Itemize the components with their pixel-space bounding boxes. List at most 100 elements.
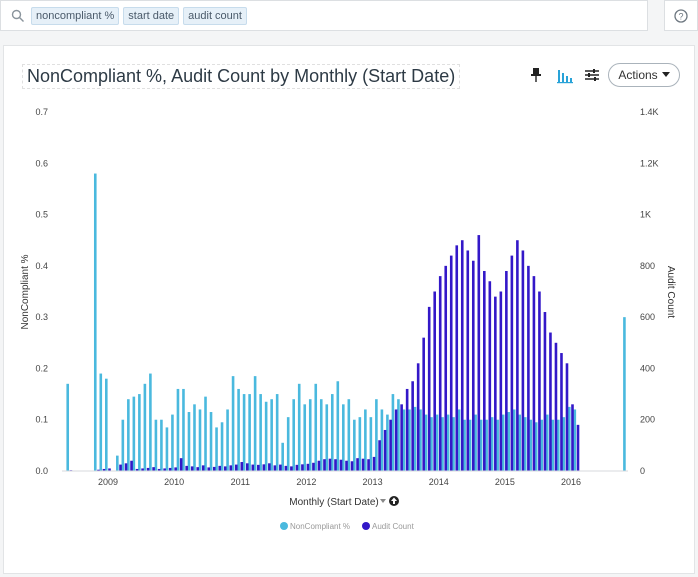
noncompliant-bar[interactable] bbox=[281, 442, 284, 471]
audit-count-bar[interactable] bbox=[494, 296, 497, 471]
audit-count-bar[interactable] bbox=[560, 353, 563, 471]
noncompliant-bar[interactable] bbox=[375, 399, 378, 471]
audit-count-bar[interactable] bbox=[312, 462, 315, 471]
x-axis-title[interactable]: Monthly (Start Date) bbox=[289, 497, 378, 508]
audit-count-bar[interactable] bbox=[240, 462, 244, 471]
noncompliant-bar[interactable] bbox=[275, 394, 279, 471]
audit-count-bar[interactable] bbox=[174, 467, 177, 471]
audit-count-bar[interactable] bbox=[416, 363, 420, 471]
audit-count-bar[interactable] bbox=[301, 464, 304, 471]
audit-count-bar[interactable] bbox=[554, 342, 558, 471]
noncompliant-bar[interactable] bbox=[259, 394, 262, 471]
noncompliant-bar[interactable] bbox=[121, 419, 125, 471]
audit-count-bar[interactable] bbox=[543, 312, 547, 471]
x-axis-dropdown-icon[interactable] bbox=[380, 499, 386, 503]
audit-count-bar[interactable] bbox=[317, 460, 321, 471]
noncompliant-bar[interactable] bbox=[226, 409, 229, 471]
audit-count-bar[interactable] bbox=[185, 465, 188, 471]
audit-count-bar[interactable] bbox=[444, 265, 448, 471]
audit-count-bar[interactable] bbox=[405, 388, 409, 471]
actions-button[interactable]: Actions bbox=[608, 63, 680, 87]
pin-icon[interactable] bbox=[527, 66, 545, 84]
audit-count-bar[interactable] bbox=[471, 260, 475, 471]
audit-count-bar[interactable] bbox=[146, 467, 150, 471]
audit-count-bar[interactable] bbox=[229, 465, 233, 471]
noncompliant-bar[interactable] bbox=[171, 414, 174, 471]
noncompliant-bar[interactable] bbox=[353, 419, 356, 471]
audit-count-bar[interactable] bbox=[449, 255, 453, 471]
settings-sliders-icon[interactable] bbox=[583, 66, 601, 84]
noncompliant-bar[interactable] bbox=[253, 376, 257, 471]
noncompliant-bar[interactable] bbox=[116, 455, 119, 471]
audit-count-bar[interactable] bbox=[367, 459, 370, 471]
audit-count-bar[interactable] bbox=[245, 463, 249, 471]
audit-count-bar[interactable] bbox=[334, 459, 337, 471]
noncompliant-bar[interactable] bbox=[93, 173, 97, 472]
audit-count-bar[interactable] bbox=[521, 250, 525, 471]
noncompliant-bar[interactable] bbox=[342, 404, 345, 471]
audit-count-bar[interactable] bbox=[460, 240, 464, 471]
audit-count-bar[interactable] bbox=[378, 440, 381, 471]
audit-count-bar[interactable] bbox=[223, 466, 227, 471]
audit-count-bar[interactable] bbox=[218, 465, 222, 471]
bar-chart-icon[interactable] bbox=[556, 66, 574, 84]
audit-count-bar[interactable] bbox=[505, 270, 508, 471]
noncompliant-bar[interactable] bbox=[347, 399, 351, 471]
audit-count-bar[interactable] bbox=[372, 456, 376, 471]
noncompliant-bar[interactable] bbox=[512, 409, 516, 471]
noncompliant-bar[interactable] bbox=[523, 417, 527, 471]
audit-count-bar[interactable] bbox=[477, 235, 481, 471]
noncompliant-bar[interactable] bbox=[386, 414, 389, 471]
noncompliant-bar[interactable] bbox=[413, 406, 417, 471]
noncompliant-bar[interactable] bbox=[545, 414, 549, 471]
noncompliant-bar[interactable] bbox=[187, 412, 191, 471]
noncompliant-bar[interactable] bbox=[248, 394, 251, 471]
noncompliant-bar[interactable] bbox=[551, 419, 555, 471]
noncompliant-bar[interactable] bbox=[286, 417, 290, 471]
audit-count-bar[interactable] bbox=[455, 245, 459, 471]
audit-count-bar[interactable] bbox=[516, 240, 519, 471]
audit-count-bar[interactable] bbox=[284, 465, 288, 471]
audit-count-bar[interactable] bbox=[119, 464, 122, 471]
noncompliant-bar[interactable] bbox=[66, 383, 70, 471]
noncompliant-bar[interactable] bbox=[556, 419, 560, 471]
audit-count-bar[interactable] bbox=[168, 467, 172, 471]
noncompliant-bar[interactable] bbox=[540, 419, 544, 471]
noncompliant-bar[interactable] bbox=[160, 419, 163, 471]
audit-count-bar[interactable] bbox=[339, 459, 343, 471]
noncompliant-bar[interactable] bbox=[573, 409, 577, 471]
audit-count-bar[interactable] bbox=[196, 467, 199, 471]
noncompliant-bar[interactable] bbox=[518, 414, 521, 471]
audit-count-bar[interactable] bbox=[97, 469, 100, 471]
audit-count-bar[interactable] bbox=[356, 458, 359, 471]
noncompliant-bar[interactable] bbox=[99, 373, 103, 471]
noncompliant-bar[interactable] bbox=[292, 399, 296, 471]
noncompliant-bar[interactable] bbox=[193, 404, 196, 471]
noncompliant-bar[interactable] bbox=[446, 414, 450, 471]
noncompliant-bar[interactable] bbox=[303, 404, 307, 471]
noncompliant-bar[interactable] bbox=[534, 422, 538, 471]
noncompliant-bar[interactable] bbox=[364, 409, 367, 471]
noncompliant-bar[interactable] bbox=[424, 414, 428, 471]
search-bar[interactable]: noncompliant % start date audit count bbox=[0, 0, 648, 31]
noncompliant-bar[interactable] bbox=[369, 417, 373, 471]
noncompliant-bar[interactable] bbox=[623, 317, 626, 471]
noncompliant-bar[interactable] bbox=[452, 417, 455, 471]
audit-count-bar[interactable] bbox=[394, 409, 398, 471]
noncompliant-bar[interactable] bbox=[143, 383, 147, 471]
audit-count-bar[interactable] bbox=[510, 255, 514, 471]
noncompliant-bar[interactable] bbox=[209, 412, 213, 471]
noncompliant-bar[interactable] bbox=[485, 419, 488, 471]
audit-count-bar[interactable] bbox=[361, 458, 365, 471]
noncompliant-bar[interactable] bbox=[264, 401, 268, 471]
noncompliant-bar[interactable] bbox=[330, 394, 334, 471]
audit-count-bar[interactable] bbox=[422, 337, 425, 471]
noncompliant-bar[interactable] bbox=[319, 399, 323, 471]
audit-count-bar[interactable] bbox=[527, 265, 530, 471]
search-token-start-date[interactable]: start date bbox=[123, 7, 180, 25]
audit-count-bar[interactable] bbox=[565, 363, 569, 471]
noncompliant-bar[interactable] bbox=[529, 419, 533, 471]
noncompliant-bar[interactable] bbox=[463, 419, 466, 471]
audit-count-bar[interactable] bbox=[350, 461, 354, 471]
noncompliant-bar[interactable] bbox=[457, 409, 461, 471]
